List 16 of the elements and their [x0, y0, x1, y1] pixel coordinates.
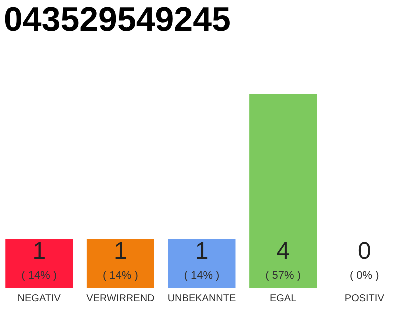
x-tick-label: VERWIRREND: [86, 294, 155, 304]
data-label: 4: [276, 238, 290, 265]
x-tick-label: NEGATIV: [18, 294, 62, 304]
data-label: 1: [114, 238, 128, 265]
annotation: ( 14% ): [184, 270, 220, 282]
x-tick-label: UNBEKANNTE: [168, 294, 236, 304]
chart-title: 043529549245: [4, 1, 231, 39]
data-label: 1: [195, 238, 209, 265]
annotation: ( 57% ): [266, 270, 302, 282]
x-tick-label: EGAL: [270, 294, 298, 304]
x-tick-label: POSITIV: [344, 294, 385, 304]
data-label: 1: [32, 238, 46, 265]
annotation: ( 14% ): [102, 270, 138, 282]
data-label: 0: [358, 238, 372, 265]
annotation: ( 0% ): [350, 270, 380, 282]
annotation: ( 14% ): [22, 270, 58, 282]
